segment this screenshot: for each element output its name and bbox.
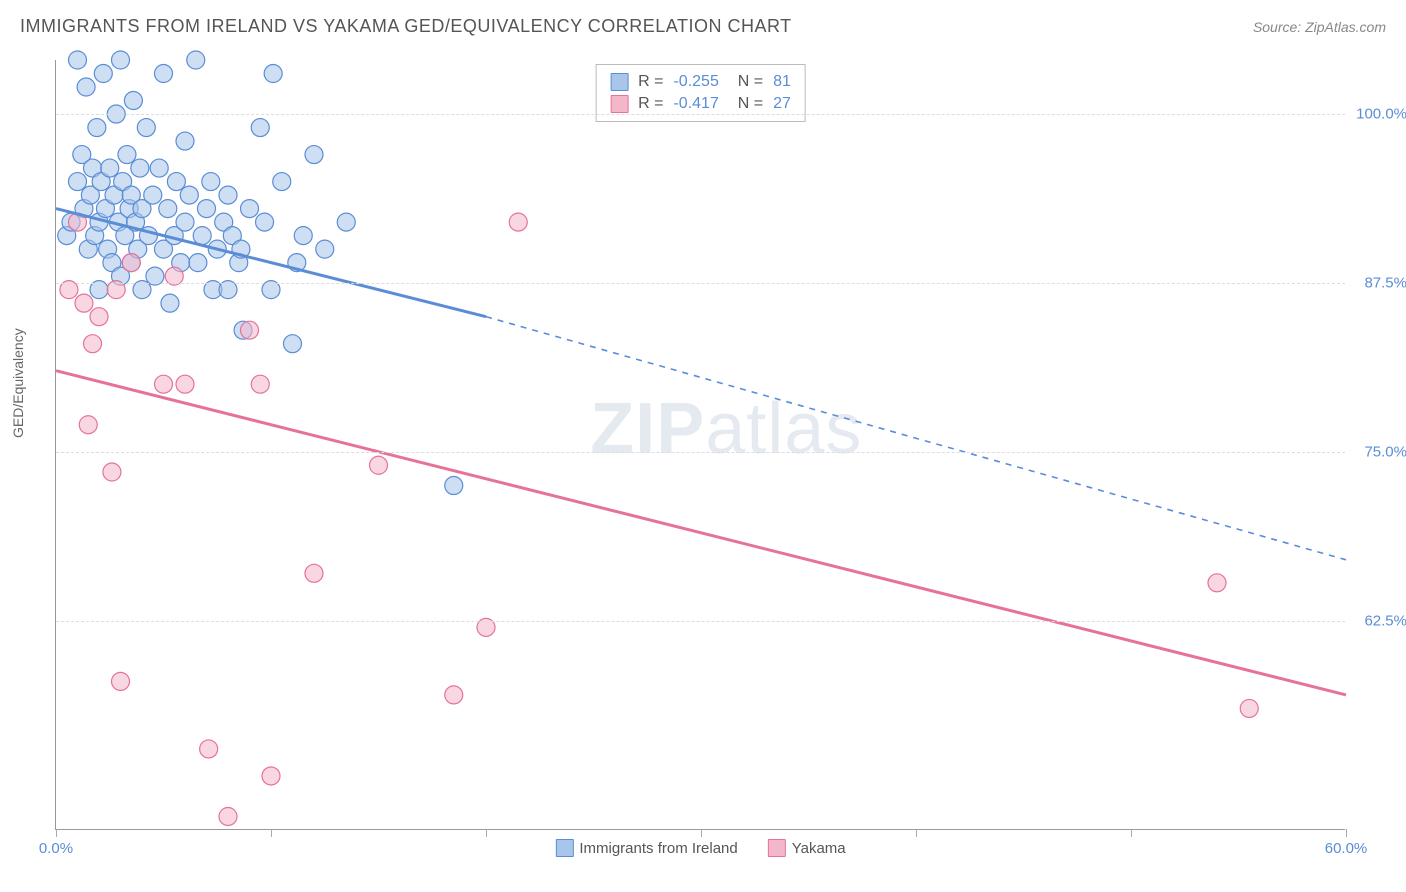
data-point [219,807,237,825]
legend-swatch-1 [555,839,573,857]
data-point [103,463,121,481]
legend-item-1: Immigrants from Ireland [555,839,737,857]
data-point [161,294,179,312]
data-point [155,65,173,83]
stats-row-series1: R = -0.255 N = 81 [610,71,791,93]
data-point [112,51,130,69]
data-point [189,254,207,272]
x-tick [271,829,272,837]
data-point [241,321,259,339]
data-point [251,375,269,393]
data-point [122,254,140,272]
data-point [176,213,194,231]
data-point [124,92,142,110]
data-point [370,456,388,474]
data-point [241,200,259,218]
data-point [150,159,168,177]
data-point [294,227,312,245]
data-point [305,564,323,582]
y-tick-label: 62.5% [1364,612,1406,629]
data-point [256,213,274,231]
stat-r-2: -0.417 [673,95,718,113]
data-point [159,200,177,218]
data-point [144,186,162,204]
x-tick [1131,829,1132,837]
data-point [251,119,269,137]
x-tick [916,829,917,837]
legend-swatch-2 [768,839,786,857]
data-point [84,335,102,353]
data-point [193,227,211,245]
data-point [316,240,334,258]
chart-svg [56,60,1345,829]
data-point [69,173,87,191]
data-point [445,477,463,495]
source-attribution: Source: ZipAtlas.com [1253,19,1386,35]
stats-row-series2: R = -0.417 N = 27 [610,93,791,115]
data-point [90,308,108,326]
y-tick-label: 100.0% [1356,106,1406,123]
data-point [88,119,106,137]
data-point [187,51,205,69]
stat-n-1: 81 [773,73,791,91]
data-point [262,767,280,785]
data-point [273,173,291,191]
data-point [284,335,302,353]
data-point [79,416,97,434]
data-point [155,375,173,393]
grid-line [56,452,1345,453]
title-bar: IMMIGRANTS FROM IRELAND VS YAKAMA GED/EQ… [20,16,1386,37]
x-tick [701,829,702,837]
data-point [337,213,355,231]
data-point [137,119,155,137]
data-point [69,51,87,69]
data-point [77,78,95,96]
x-tick-label: 0.0% [39,840,73,857]
data-point [101,159,119,177]
legend-item-2: Yakama [768,839,846,857]
data-point [176,132,194,150]
stat-n-2: 27 [773,95,791,113]
grid-line [56,621,1345,622]
data-point [180,186,198,204]
data-point [131,159,149,177]
stat-r-1: -0.255 [673,73,718,91]
data-point [112,672,130,690]
x-tick [1346,829,1347,837]
regression-line [56,371,1346,695]
data-point [445,686,463,704]
y-axis-label: GED/Equivalency [10,328,26,438]
regression-line-extrapolated [486,317,1346,560]
data-point [202,173,220,191]
y-tick-label: 75.0% [1364,443,1406,460]
data-point [1208,574,1226,592]
data-point [75,294,93,312]
data-point [509,213,527,231]
stats-swatch-2 [610,95,628,113]
chart-title: IMMIGRANTS FROM IRELAND VS YAKAMA GED/EQ… [20,16,792,37]
y-tick-label: 87.5% [1364,274,1406,291]
x-tick [56,829,57,837]
legend-label-1: Immigrants from Ireland [579,840,737,857]
series-legend: Immigrants from Ireland Yakama [555,839,845,857]
data-point [264,65,282,83]
data-point [219,186,237,204]
data-point [94,65,112,83]
x-tick [486,829,487,837]
data-point [200,740,218,758]
data-point [305,146,323,164]
legend-label-2: Yakama [792,840,846,857]
grid-line [56,114,1345,115]
data-point [176,375,194,393]
plot-area: ZIPatlas R = -0.255 N = 81 R = -0.417 N … [55,60,1345,830]
x-tick-label: 60.0% [1325,840,1368,857]
stats-swatch-1 [610,73,628,91]
data-point [198,200,216,218]
data-point [1240,699,1258,717]
data-point [118,146,136,164]
grid-line [56,283,1345,284]
data-point [167,173,185,191]
